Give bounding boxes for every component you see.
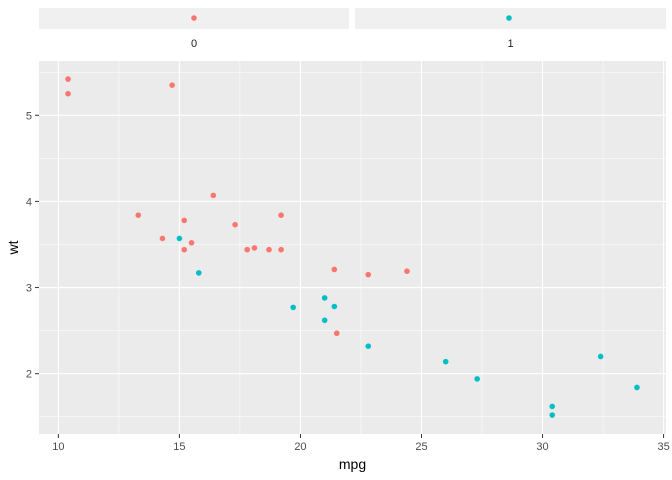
data-point [251,245,258,251]
data-point [404,268,410,274]
x-tick-label: 15 [173,441,185,453]
data-point [597,353,604,360]
data-point [549,412,556,418]
data-point [232,221,238,228]
minor-gridlines [39,61,666,434]
data-point [65,76,71,82]
data-point [195,270,202,276]
data-point [474,376,480,382]
data-point [634,384,640,391]
data-point [266,246,272,253]
data-point [188,239,195,246]
x-tick-label: 25 [415,441,427,453]
y-axis-title: wt [5,240,21,255]
x-axis-ticks: 10 15 20 25 30 35 [52,434,670,453]
data-point [181,217,188,224]
data-point [442,358,449,365]
facet-strip-point [191,15,197,21]
data-point [331,303,338,310]
data-point [321,317,328,324]
data-point [331,266,338,273]
x-tick-label: 35 [657,441,669,453]
data-point [176,235,183,242]
data-point [278,212,284,218]
data-point [321,295,328,301]
x-tick-label: 30 [536,441,548,453]
data-point [365,271,372,278]
major-gridlines [39,61,666,434]
x-tick-label: 10 [52,441,64,453]
x-tick-label: 20 [294,441,306,453]
data-point [290,304,296,311]
y-tick-label: 4 [26,196,32,208]
data-point [169,82,175,88]
data-point [159,235,166,242]
data-point [65,90,71,97]
facet-label-0: 0 [191,38,197,50]
y-tick-label: 5 [26,110,32,122]
plot-panel [39,61,666,434]
data-point [135,212,142,218]
facet-strip-point [506,15,512,21]
data-point [181,246,188,253]
x-axis-title: mpg [339,456,366,472]
data-point [333,330,340,337]
y-tick-label: 2 [26,369,32,381]
y-axis-ticks: 2 3 4 5 [26,110,39,381]
data-point [278,246,284,253]
data-point [549,403,556,410]
data-points [65,76,640,418]
data-point [365,343,372,349]
facet-label-1: 1 [507,38,513,50]
data-point [244,246,250,253]
y-tick-label: 3 [26,283,32,295]
data-point [210,192,217,199]
